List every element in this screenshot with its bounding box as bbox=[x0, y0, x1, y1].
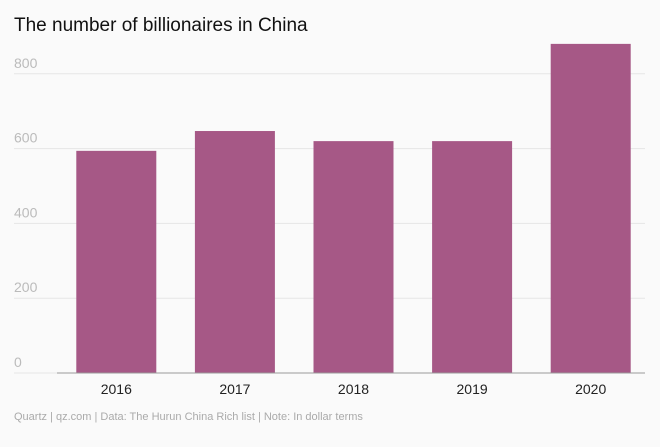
y-tick-label: 800 bbox=[14, 55, 38, 71]
y-tick-label: 200 bbox=[14, 279, 38, 295]
x-tick-label: 2018 bbox=[338, 381, 369, 397]
chart-title: The number of billionaires in China bbox=[14, 15, 308, 36]
x-tick-label: 2017 bbox=[219, 381, 250, 397]
bar bbox=[194, 131, 275, 373]
bar bbox=[313, 141, 394, 373]
y-tick-label: 0 bbox=[14, 354, 22, 370]
footer: Quartz | qz.com | Data: The Hurun China … bbox=[14, 411, 363, 423]
bar bbox=[76, 150, 157, 373]
y-tick-label: 400 bbox=[14, 204, 38, 220]
x-tick-label: 2020 bbox=[575, 381, 606, 397]
y-tick-label: 600 bbox=[14, 130, 38, 146]
bar bbox=[432, 141, 513, 373]
x-tick-label: 2016 bbox=[101, 381, 132, 397]
bar bbox=[550, 43, 631, 373]
x-tick-label: 2019 bbox=[457, 381, 488, 397]
